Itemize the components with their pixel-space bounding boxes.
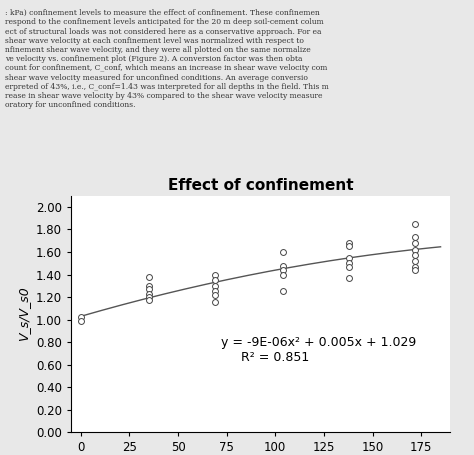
Point	[411, 239, 419, 247]
Point	[346, 239, 353, 247]
Point	[411, 234, 419, 241]
Point	[411, 252, 419, 259]
Point	[211, 291, 219, 298]
Point	[211, 298, 219, 305]
Point	[411, 220, 419, 228]
Point	[279, 248, 287, 256]
Text: : kPa) confinement levels to measure the effect of confinement. These confinemen: : kPa) confinement levels to measure the…	[5, 9, 328, 109]
Point	[279, 262, 287, 269]
Point	[77, 313, 85, 321]
Point	[279, 271, 287, 278]
Point	[211, 288, 219, 295]
Point	[411, 246, 419, 253]
Point	[145, 297, 153, 304]
Text: y = -9E-06x² + 0.005x + 1.029
     R² = 0.851: y = -9E-06x² + 0.005x + 1.029 R² = 0.851	[221, 337, 416, 364]
Point	[145, 293, 153, 301]
Point	[279, 266, 287, 273]
Point	[411, 263, 419, 270]
Y-axis label: V_s/V_s0: V_s/V_s0	[18, 287, 30, 341]
Point	[145, 286, 153, 293]
Title: Effect of confinement: Effect of confinement	[168, 178, 354, 193]
Point	[411, 266, 419, 273]
Point	[346, 260, 353, 267]
Point	[411, 258, 419, 265]
Point	[346, 274, 353, 282]
Point	[145, 282, 153, 289]
Point	[211, 277, 219, 284]
Point	[145, 290, 153, 297]
Point	[279, 288, 287, 295]
Point	[145, 273, 153, 280]
Point	[346, 254, 353, 261]
Point	[346, 263, 353, 270]
Point	[211, 282, 219, 289]
Point	[77, 317, 85, 324]
Point	[346, 243, 353, 250]
Point	[211, 271, 219, 278]
